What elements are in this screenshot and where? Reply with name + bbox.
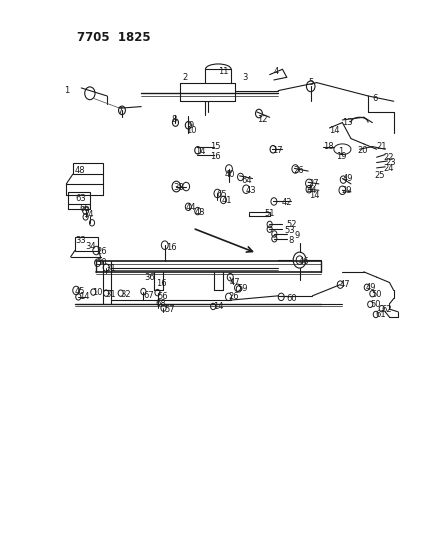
Text: 15: 15 [210, 142, 220, 151]
Text: 26: 26 [228, 293, 239, 301]
Text: 65: 65 [216, 190, 227, 199]
Text: 44: 44 [185, 204, 196, 212]
Text: 42: 42 [282, 198, 292, 207]
Text: 23: 23 [385, 158, 396, 167]
Text: 1: 1 [338, 148, 343, 156]
Text: 32: 32 [120, 290, 131, 298]
Bar [68, 192, 90, 204]
Text: 38: 38 [173, 183, 184, 192]
Bar [75, 237, 98, 251]
Text: 36: 36 [145, 273, 155, 281]
Text: 40: 40 [225, 171, 235, 179]
Text: 41: 41 [221, 197, 232, 205]
Text: 6: 6 [372, 94, 378, 103]
Text: 46: 46 [299, 257, 309, 265]
Bar [73, 163, 103, 174]
Text: 10: 10 [92, 288, 103, 296]
Text: 22: 22 [383, 153, 394, 161]
Text: 14: 14 [195, 148, 205, 156]
Text: 57: 57 [165, 305, 175, 313]
Text: 60: 60 [287, 294, 297, 303]
Text: 5: 5 [308, 78, 313, 87]
Text: 14: 14 [83, 210, 94, 219]
Text: 31: 31 [105, 264, 116, 272]
Text: 63: 63 [75, 194, 86, 203]
Text: 56: 56 [157, 293, 168, 301]
Text: 66: 66 [79, 205, 90, 213]
Text: 31: 31 [105, 290, 116, 298]
Text: 48: 48 [75, 166, 86, 175]
Text: 30: 30 [96, 259, 107, 267]
Text: 49: 49 [342, 174, 353, 183]
Text: 33: 33 [75, 237, 86, 245]
Text: 24: 24 [383, 165, 394, 173]
Text: 25: 25 [374, 172, 385, 180]
Text: 26: 26 [293, 166, 304, 175]
Text: 49: 49 [366, 284, 377, 292]
Text: 50: 50 [372, 290, 382, 298]
Text: 45: 45 [75, 287, 86, 296]
Text: 20: 20 [357, 146, 368, 155]
Text: 52: 52 [287, 221, 297, 229]
Text: 2: 2 [182, 73, 187, 82]
Text: 59: 59 [238, 285, 248, 293]
Text: 47: 47 [230, 278, 241, 287]
Text: 10: 10 [186, 126, 197, 135]
Text: 62: 62 [382, 305, 392, 313]
Text: 17: 17 [272, 146, 282, 155]
Text: 47: 47 [339, 280, 350, 289]
Text: 11: 11 [218, 68, 229, 76]
Text: 14: 14 [330, 126, 340, 135]
Text: 43: 43 [246, 186, 257, 195]
Text: 12: 12 [257, 116, 268, 124]
Text: 64: 64 [242, 176, 253, 184]
Text: 34: 34 [86, 242, 96, 251]
Text: 18: 18 [323, 142, 334, 151]
Text: 9: 9 [294, 231, 300, 240]
Text: 21: 21 [377, 142, 387, 151]
Text: 8: 8 [288, 236, 294, 245]
Text: 19: 19 [336, 152, 347, 160]
Text: 51: 51 [264, 209, 275, 217]
Text: 9: 9 [188, 121, 193, 130]
Text: 13: 13 [342, 118, 353, 127]
Text: 4: 4 [274, 68, 279, 76]
Text: 61: 61 [376, 310, 386, 319]
Text: 7: 7 [118, 108, 123, 116]
Text: 7705  1825: 7705 1825 [77, 31, 151, 44]
Text: 53: 53 [285, 226, 295, 235]
Text: 16: 16 [156, 279, 167, 288]
Text: 43: 43 [195, 208, 205, 216]
Text: 14: 14 [309, 191, 320, 200]
Text: 14: 14 [213, 302, 224, 311]
Text: 1: 1 [64, 86, 69, 95]
Text: 8: 8 [171, 116, 177, 124]
Text: 3: 3 [242, 73, 247, 82]
Text: 68: 68 [155, 300, 166, 308]
Text: 67: 67 [143, 292, 154, 300]
Text: 16: 16 [210, 152, 220, 160]
Text: 16: 16 [166, 244, 177, 252]
Text: 29: 29 [342, 186, 352, 195]
Text: 14: 14 [79, 293, 90, 301]
Text: 26: 26 [96, 247, 107, 256]
Text: 44: 44 [307, 186, 318, 195]
Text: 50: 50 [370, 301, 381, 309]
Text: 27: 27 [308, 180, 319, 188]
